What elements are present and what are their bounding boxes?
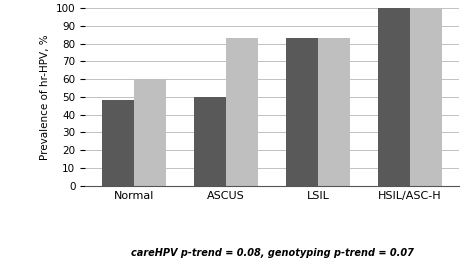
Bar xyxy=(134,79,166,186)
Text: careHPV p-trend = 0.08, genotyping p-trend = 0.07: careHPV p-trend = 0.08, genotyping p-tre… xyxy=(131,248,413,258)
Bar xyxy=(286,38,318,186)
Bar xyxy=(226,38,258,186)
Bar xyxy=(102,100,134,186)
Bar xyxy=(410,8,442,186)
Bar xyxy=(194,97,226,186)
Y-axis label: Prevalence of hr-HPV, %: Prevalence of hr-HPV, % xyxy=(40,34,50,160)
Bar xyxy=(318,38,350,186)
Bar xyxy=(377,8,410,186)
